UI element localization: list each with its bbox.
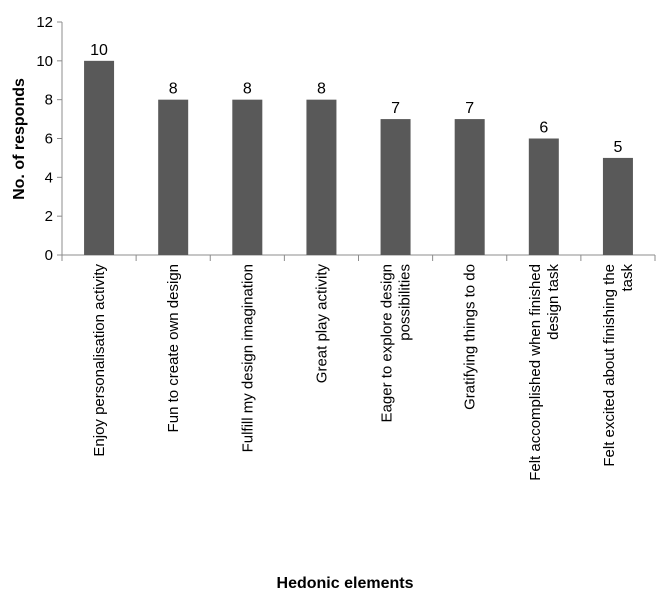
x-category-label-line: design task (545, 264, 562, 340)
chart-axes (61, 22, 656, 261)
y-axis-ticks: 0 2 4 6 8 10 12 (36, 14, 62, 264)
x-category-label-line: Felt excited about finishing the (601, 264, 618, 467)
bar (158, 99, 189, 256)
y-axis-title: No. of responds (11, 78, 28, 200)
x-category-label: Fun to create own design (165, 264, 182, 432)
x-category-label: Gratifying things to do (462, 264, 479, 410)
y-tick-label: 12 (36, 14, 53, 31)
y-tick-label: 8 (45, 92, 53, 109)
x-category-label-line: Felt accomplished when finished (527, 264, 544, 481)
data-label: 8 (243, 81, 252, 98)
x-axis-title: Hedonic elements (277, 575, 414, 592)
x-category-label-line: Great play activity (313, 264, 330, 384)
x-category-label-line: Fulfill my design imagination (239, 264, 256, 452)
x-category-label: Great play activity (313, 264, 330, 384)
data-label: 6 (539, 120, 548, 137)
data-label: 5 (613, 139, 622, 156)
bars (84, 60, 633, 256)
bar (380, 119, 411, 255)
x-category-label: Felt accomplished when finisheddesign ta… (527, 264, 562, 481)
bar (84, 60, 115, 256)
x-category-label: Enjoy personalisation activity (91, 264, 108, 457)
x-category-label: Felt excited about finishing thetask (601, 264, 636, 467)
bar (306, 99, 337, 256)
x-category-label-line: possibilities (397, 264, 414, 341)
y-tick-label: 2 (45, 208, 53, 225)
data-label: 8 (169, 81, 178, 98)
data-label: 10 (90, 42, 108, 59)
bar (232, 99, 263, 256)
x-category-label-line: Enjoy personalisation activity (91, 264, 108, 457)
y-tick-label: 10 (36, 53, 53, 70)
x-category-label: Eager to explore designpossibilities (379, 264, 414, 422)
y-tick-label: 4 (45, 169, 53, 186)
bar (454, 119, 485, 255)
x-category-label: Fulfill my design imagination (239, 264, 256, 452)
data-label: 7 (465, 100, 474, 117)
bar (528, 138, 559, 255)
y-tick-label: 0 (45, 247, 53, 264)
bar (602, 157, 633, 255)
x-category-label-line: Fun to create own design (165, 264, 182, 432)
x-category-label-line: Gratifying things to do (462, 264, 479, 410)
y-tick-label: 6 (45, 131, 53, 148)
x-axis-category-labels: Enjoy personalisation activity Fun to cre… (91, 264, 636, 481)
data-labels: 10 8 8 8 7 7 6 5 (90, 42, 622, 156)
x-category-label-line: task (619, 264, 636, 292)
x-category-label-line: Eager to explore design (379, 264, 396, 422)
data-label: 7 (391, 100, 400, 117)
data-label: 8 (317, 81, 326, 98)
